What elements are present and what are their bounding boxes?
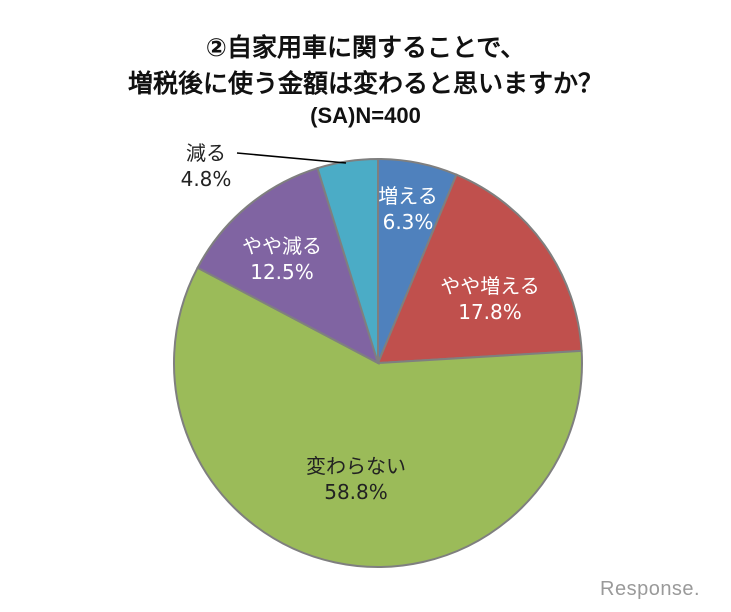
- chart-title-line2: 増税後に使う金額は変わると思いますか？: [127, 69, 603, 98]
- slice-label-slightly-decrease: やや減る 12.5%: [242, 234, 322, 284]
- chart-title-line1: ②自家用車に関することで、: [205, 33, 526, 62]
- slice-label-slightly-increase: やや増える 17.8%: [440, 274, 540, 324]
- slice-label-decrease: 減る 4.8%: [180, 141, 232, 191]
- pie-slice: [173, 266, 583, 568]
- response-logo: Response.: [600, 578, 701, 600]
- slice-label-increase: 増える 6.3%: [378, 184, 438, 234]
- leader-line: [236, 152, 347, 164]
- pie-slice: [316, 157, 379, 364]
- chart-subtitle: (SA)N=400: [310, 103, 421, 128]
- slice-label-no-change: 変わらない 58.8%: [306, 454, 406, 504]
- pie-slice: [196, 166, 380, 366]
- pie-slices: [173, 157, 583, 568]
- pie-slice: [376, 173, 583, 365]
